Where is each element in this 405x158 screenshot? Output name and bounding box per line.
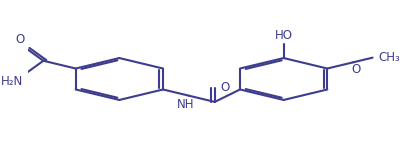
Text: CH₃: CH₃ [378, 51, 400, 64]
Text: HO: HO [275, 29, 293, 42]
Text: O: O [352, 63, 361, 76]
Text: O: O [220, 81, 230, 94]
Text: H₂N: H₂N [0, 75, 23, 88]
Text: O: O [15, 33, 25, 46]
Text: NH: NH [177, 98, 195, 112]
